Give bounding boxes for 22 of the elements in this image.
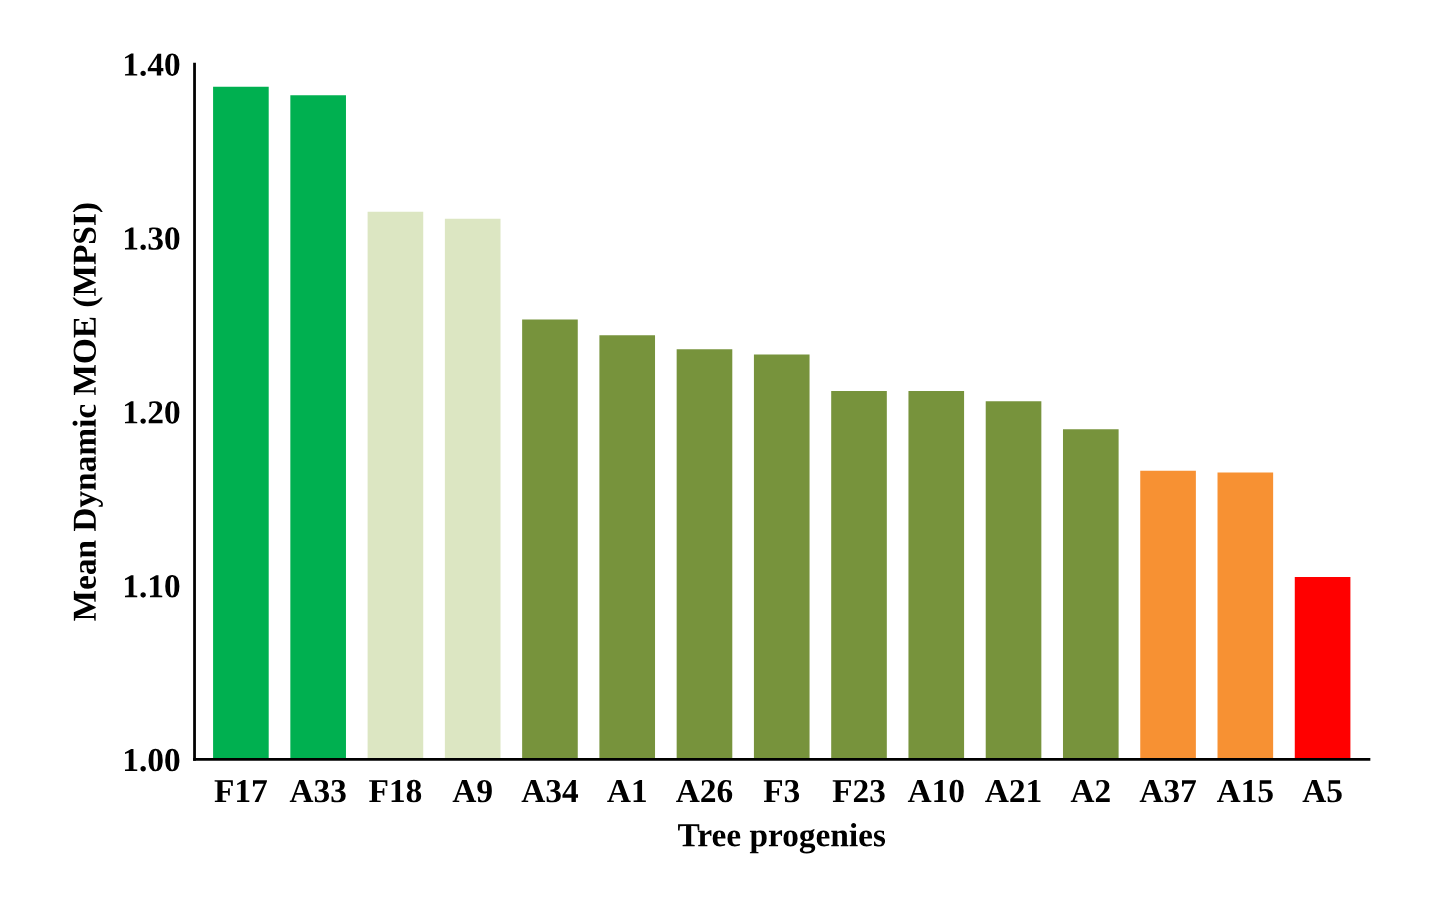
x-tick-label: A5 xyxy=(1302,780,1342,803)
x-tick-label: F3 xyxy=(763,779,800,803)
y-tick-label: 1.40 xyxy=(124,53,180,77)
y-tick-label: 1.20 xyxy=(124,401,180,424)
y-tick-label: 1.00 xyxy=(124,748,180,772)
x-axis-title: Tree progenies xyxy=(678,823,886,854)
x-tick-label: F23 xyxy=(832,779,885,803)
y-tick-label: 1.30 xyxy=(124,227,180,250)
x-tick-label: A21 xyxy=(985,779,1041,803)
x-tick-label: A2 xyxy=(1070,779,1110,803)
x-tick-label: A1 xyxy=(607,780,646,803)
x-tick-label: A10 xyxy=(907,779,964,803)
x-tick-label: A33 xyxy=(289,779,346,803)
x-tick-label: A34 xyxy=(521,779,579,803)
x-tick-label: F18 xyxy=(369,779,422,803)
y-axis-title: Mean Dynamic MOE (MPSI) xyxy=(72,203,103,621)
x-tick-label: A26 xyxy=(676,779,733,803)
x-tick-label: A37 xyxy=(1139,779,1196,803)
x-tick-label: A9 xyxy=(452,779,492,803)
x-tick-label: F17 xyxy=(214,780,267,803)
x-tick-label: A15 xyxy=(1216,780,1273,803)
y-tick-label: 1.10 xyxy=(124,575,180,598)
